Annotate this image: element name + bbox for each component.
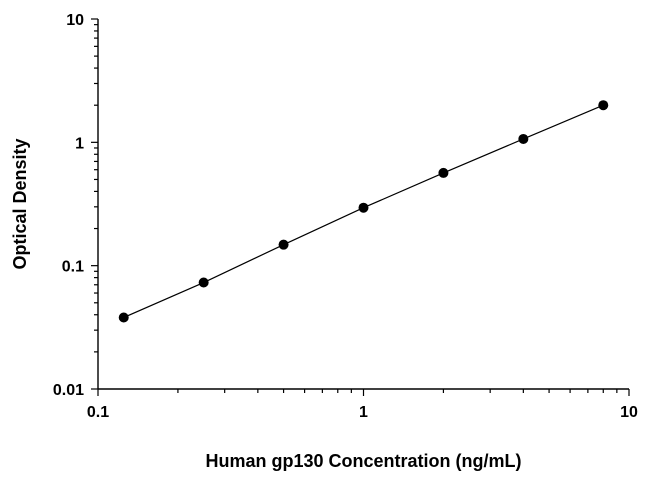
x-axis-title: Human gp130 Concentration (ng/mL) — [205, 451, 521, 471]
y-tick-label: 0.01 — [53, 382, 84, 399]
data-point — [598, 100, 609, 111]
data-point — [278, 239, 289, 250]
data-point — [518, 133, 529, 144]
data-point — [358, 202, 369, 213]
x-tick-label: 10 — [620, 404, 638, 421]
axis-ticks — [91, 18, 630, 396]
y-axis-title: Optical Density — [10, 138, 30, 269]
x-tick-label: 1 — [359, 404, 368, 421]
y-tick-label: 10 — [66, 12, 84, 29]
data-point — [198, 277, 209, 288]
data-points — [118, 100, 609, 323]
y-tick-label: 0.1 — [62, 259, 84, 276]
y-tick-label: 1 — [75, 135, 84, 152]
data-point — [118, 312, 129, 323]
data-point — [438, 167, 449, 178]
x-tick-label: 0.1 — [87, 404, 109, 421]
